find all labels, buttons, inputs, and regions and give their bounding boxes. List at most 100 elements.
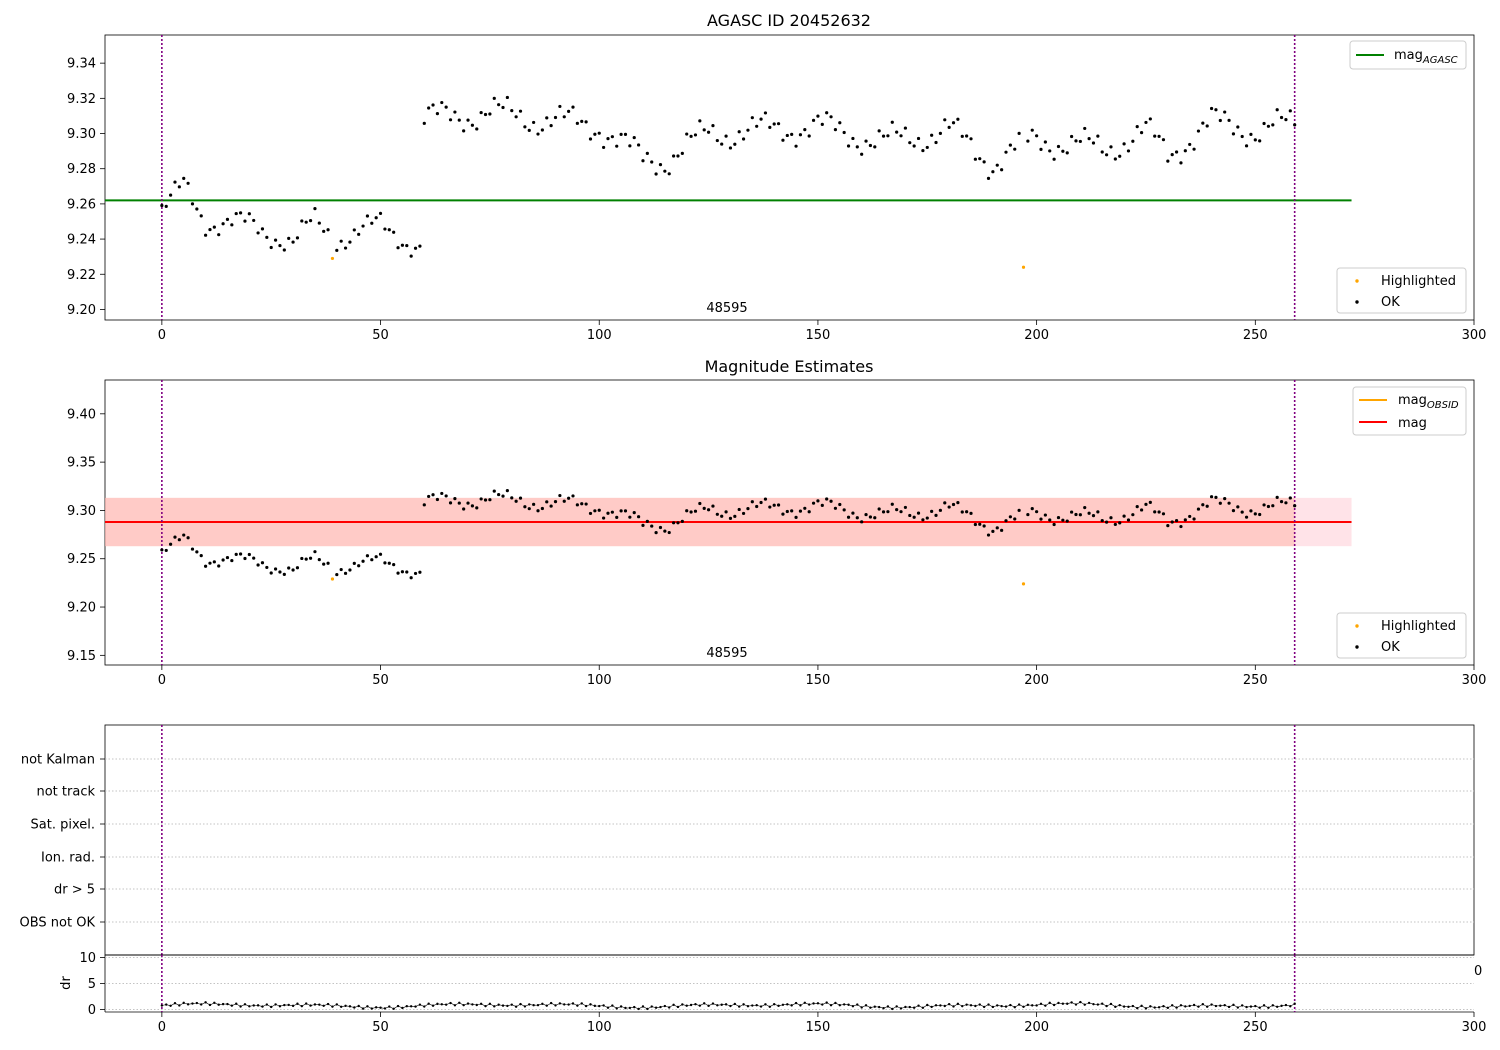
dr-point bbox=[869, 1006, 872, 1009]
ok-point bbox=[1170, 153, 1174, 157]
ok-point bbox=[444, 105, 448, 109]
dr-point bbox=[838, 1004, 841, 1007]
ok-point bbox=[658, 525, 663, 530]
ok-point bbox=[890, 502, 894, 506]
dr-point bbox=[414, 1005, 417, 1008]
ok-point bbox=[597, 131, 601, 135]
dr-point bbox=[991, 1005, 995, 1009]
ok-point bbox=[160, 548, 164, 552]
dr-point bbox=[357, 1004, 360, 1008]
ok-point bbox=[470, 504, 474, 508]
legend-highlighted-marker bbox=[1355, 624, 1359, 628]
dr-point bbox=[348, 1005, 352, 1008]
ok-point bbox=[1118, 154, 1122, 158]
ok-point bbox=[724, 134, 728, 138]
ok-point bbox=[606, 511, 610, 515]
ok-point bbox=[1284, 501, 1288, 505]
dr-point bbox=[1144, 1007, 1148, 1010]
ok-point bbox=[203, 564, 208, 568]
y-tick-label: 9.34 bbox=[67, 57, 96, 72]
ok-point bbox=[733, 142, 737, 146]
dr-point bbox=[1258, 1006, 1261, 1009]
ok-point bbox=[1201, 503, 1205, 507]
ok-point bbox=[1004, 519, 1008, 523]
ok-point bbox=[374, 555, 378, 559]
dr-point bbox=[392, 1007, 395, 1010]
ok-point bbox=[405, 570, 409, 574]
ok-point bbox=[265, 235, 269, 239]
dr-point bbox=[681, 1003, 684, 1006]
ok-point bbox=[409, 576, 413, 580]
dr-point bbox=[1280, 1004, 1283, 1008]
ok-point bbox=[1087, 511, 1091, 515]
legend-highlighted-label: Highlighted bbox=[1381, 274, 1456, 289]
ok-point bbox=[413, 571, 418, 576]
dr-point bbox=[917, 1004, 920, 1007]
dr-point bbox=[716, 1004, 719, 1007]
highlighted-point bbox=[330, 256, 335, 261]
dr-point bbox=[1275, 1005, 1279, 1008]
dr-point bbox=[598, 1004, 601, 1008]
ok-point bbox=[273, 567, 278, 571]
ok-point bbox=[820, 503, 824, 507]
dr-point bbox=[724, 1003, 728, 1006]
ok-point bbox=[287, 236, 291, 240]
dr-point bbox=[361, 1007, 365, 1010]
dr-point bbox=[497, 1003, 500, 1006]
ok-point bbox=[597, 508, 601, 512]
x-tick-label: 300 bbox=[1462, 673, 1487, 688]
dr-point bbox=[1236, 1006, 1240, 1009]
dr-point bbox=[794, 1001, 798, 1005]
ok-point bbox=[1174, 150, 1179, 154]
dr-point bbox=[904, 1005, 907, 1009]
x-tick-label: 200 bbox=[1024, 328, 1049, 343]
ok-point bbox=[1113, 157, 1117, 161]
ok-point bbox=[1000, 528, 1004, 532]
ok-point bbox=[1258, 512, 1262, 517]
ok-point bbox=[1236, 125, 1240, 129]
dr-point bbox=[423, 1005, 426, 1008]
ok-point bbox=[995, 526, 999, 530]
ok-point bbox=[750, 500, 754, 504]
x-tick-label: 250 bbox=[1243, 673, 1268, 688]
dr-point bbox=[1109, 1002, 1113, 1006]
ok-point bbox=[877, 507, 881, 511]
ok-point bbox=[475, 506, 479, 510]
ok-point bbox=[1174, 518, 1179, 523]
ok-point bbox=[186, 181, 190, 185]
ok-point bbox=[728, 146, 733, 150]
dr-point bbox=[1157, 1006, 1161, 1009]
ok-point bbox=[803, 128, 807, 132]
ok-point bbox=[1148, 117, 1152, 121]
ok-point bbox=[230, 223, 234, 227]
ok-point bbox=[864, 139, 868, 143]
dr-point bbox=[462, 1003, 465, 1007]
ok-point bbox=[1096, 510, 1100, 514]
dr-point bbox=[287, 1003, 290, 1007]
ok-point bbox=[693, 133, 698, 137]
ok-point bbox=[212, 560, 216, 564]
dr-point bbox=[1083, 1003, 1086, 1006]
dr-point bbox=[1061, 1002, 1065, 1005]
ok-point bbox=[978, 157, 982, 161]
ok-point bbox=[995, 163, 999, 167]
dr-point bbox=[252, 1004, 255, 1007]
ok-point bbox=[816, 114, 820, 118]
ok-point bbox=[610, 510, 614, 514]
ok-point bbox=[169, 193, 173, 197]
ok-point bbox=[623, 132, 628, 136]
ok-point bbox=[851, 136, 855, 141]
ok-point bbox=[497, 492, 501, 497]
ok-point bbox=[1288, 109, 1292, 113]
dr-point bbox=[1013, 1006, 1016, 1009]
ok-point bbox=[317, 557, 321, 562]
dr-point bbox=[300, 1004, 304, 1008]
ok-point bbox=[763, 497, 768, 501]
ok-point bbox=[1091, 141, 1096, 145]
ok-point bbox=[422, 503, 426, 507]
ok-point bbox=[326, 561, 330, 565]
dr-point bbox=[1284, 1003, 1288, 1007]
ok-point bbox=[540, 128, 544, 132]
dr-point bbox=[676, 1005, 680, 1009]
ok-point bbox=[755, 124, 759, 128]
